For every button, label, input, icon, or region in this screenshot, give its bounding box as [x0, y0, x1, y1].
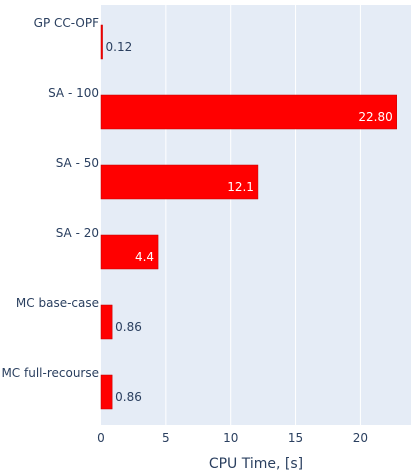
- x-tick-label: 5: [162, 431, 170, 445]
- y-tick-label: GP CC-OPF: [34, 16, 99, 30]
- bars: [100, 24, 397, 410]
- y-tick-label: MC full-recourse: [1, 366, 99, 380]
- y-tick-label: SA - 100: [48, 86, 99, 100]
- data-label: 0.86: [115, 320, 142, 334]
- y-tick-label: MC base-case: [16, 296, 99, 310]
- bar: [100, 304, 113, 340]
- data-label: 0.12: [106, 40, 133, 54]
- x-tick-label: 15: [288, 431, 303, 445]
- y-axis-ticks: GP CC-OPF SA - 100 SA - 50 SA - 20 MC base-c…: [1, 16, 99, 380]
- data-label: 22.80: [358, 110, 392, 124]
- x-axis-title: CPU Time, [s]: [209, 456, 303, 472]
- x-tick-label: 0: [97, 431, 105, 445]
- data-label: 0.86: [115, 390, 142, 404]
- bar: [100, 164, 259, 200]
- bar: [100, 24, 103, 60]
- y-tick-label: SA - 50: [56, 156, 99, 170]
- x-axis-ticks: 0 5 10 15 20: [97, 431, 368, 445]
- data-labels: 0.12 22.80 12.1 4.4 0.86 0.86: [106, 40, 393, 404]
- x-tick-label: 20: [353, 431, 368, 445]
- data-label: 4.4: [135, 250, 154, 264]
- bar: [100, 374, 113, 410]
- grid-lines: [165, 5, 361, 425]
- bar: [100, 234, 159, 270]
- plot-background: [101, 5, 411, 425]
- bar: [100, 94, 397, 130]
- x-tick-label: 10: [223, 431, 238, 445]
- y-tick-label: SA - 20: [56, 226, 99, 240]
- data-label: 12.1: [227, 180, 254, 194]
